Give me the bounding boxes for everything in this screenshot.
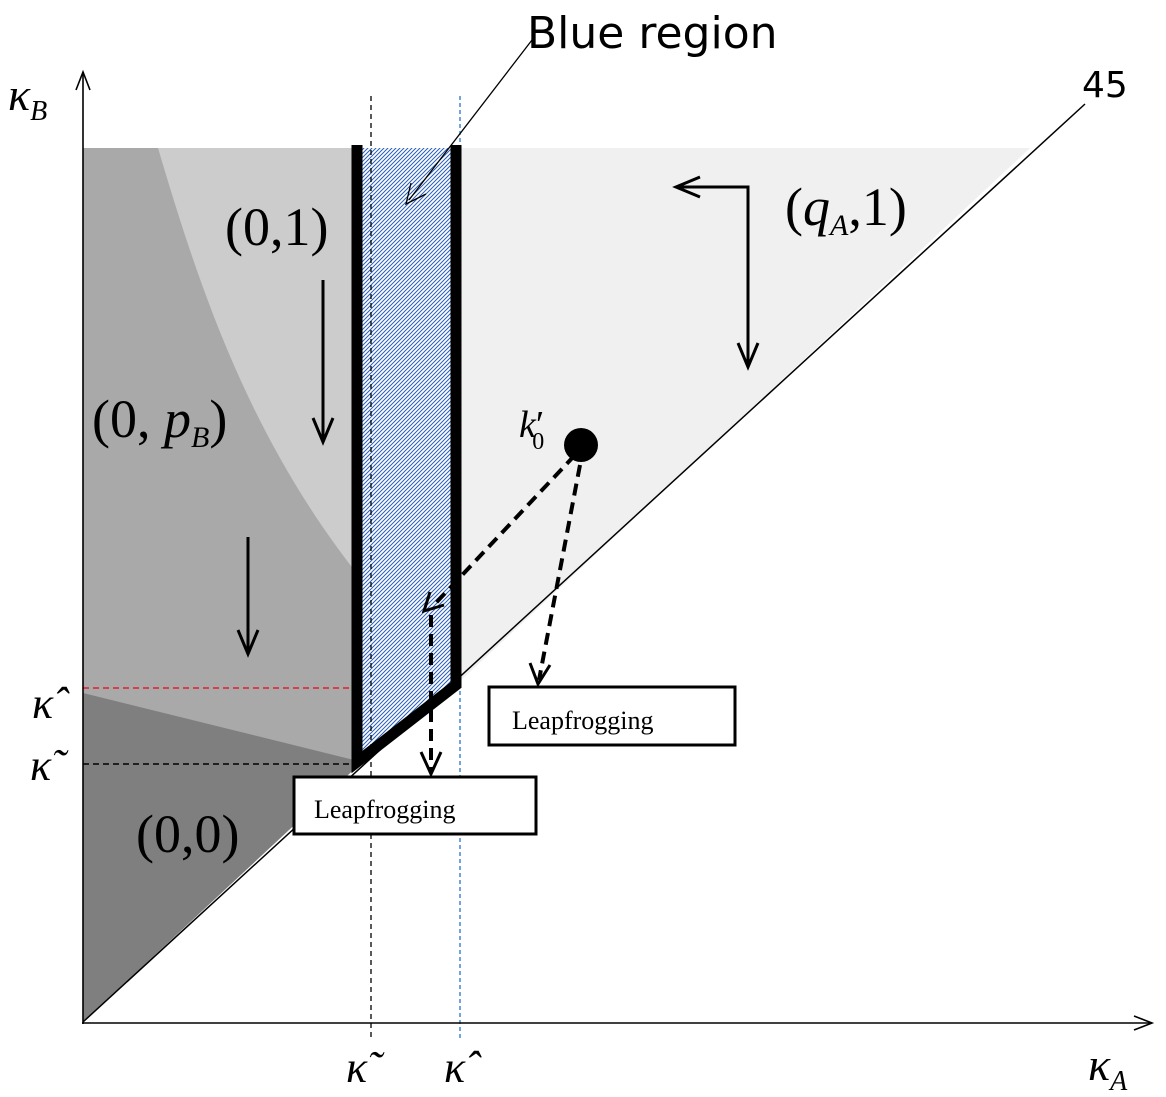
blue-region-pointer-head — [405, 182, 427, 206]
x-axis-arrowhead — [1133, 1015, 1155, 1031]
path-to-leapfrog-right — [537, 464, 582, 681]
path-to-leapfrog-right-head — [528, 662, 552, 688]
region-0pb-open: (0, — [92, 389, 164, 449]
region-00-label: (0,0) — [136, 804, 239, 864]
y-tick-kappa-tilde: κ̃ — [30, 741, 69, 790]
y-axis-label: κB — [8, 69, 47, 127]
y-axis-arrowhead — [75, 69, 91, 91]
region-01-fill — [158, 148, 362, 580]
blue-region-boundary — [351, 145, 462, 774]
y-axis-sub: B — [30, 96, 47, 127]
region-qa1-q: q — [803, 177, 830, 237]
x-axis-sub: A — [1108, 1066, 1128, 1097]
region-qa1-open: ( — [785, 177, 803, 237]
region-qa1-close: ,1) — [848, 177, 906, 237]
blue-region-area — [362, 148, 456, 762]
region-01-label: (0,1) — [225, 197, 328, 257]
leapfrogging-box-right — [487, 685, 737, 747]
region-0pb-sub: B — [191, 421, 209, 454]
x-axis-kappa: κ — [1088, 1039, 1111, 1090]
diagonal-45-label: 45 — [1082, 65, 1128, 106]
path-to-blue-boundary-head — [421, 591, 445, 614]
point-k0-prime — [564, 428, 598, 462]
arrow-down-region-01 — [311, 280, 335, 446]
point-sub: 0 — [532, 429, 544, 455]
x-tick-kappa-tilde: κ̃ — [346, 1043, 385, 1092]
path-down-to-leapfrog-left-head — [419, 751, 443, 778]
leapfrogging-label-left: Leapfrogging — [314, 795, 456, 824]
diagonal-45-line — [82, 103, 1086, 1023]
point-k-letter: k — [519, 404, 537, 446]
region-qa1-sub: A — [828, 209, 849, 242]
point-prime: ′ — [536, 404, 544, 446]
blue-region-label: Blue region — [527, 8, 778, 59]
y-tick-kappa-hat: κ̂ — [32, 679, 70, 728]
path-to-blue-boundary — [432, 453, 577, 607]
region-0pb-close: ) — [209, 389, 227, 449]
arrow-down-region-0pb — [236, 537, 260, 658]
y-axis-kappa: κ — [8, 69, 31, 120]
arrow-left-then-down — [672, 175, 760, 371]
region-0pb-p: p — [160, 389, 191, 449]
x-axis-label: κA — [1088, 1039, 1128, 1097]
leapfrogging-label-right: Leapfrogging — [512, 706, 654, 735]
point-k0-prime-label: k′0 — [519, 404, 544, 455]
region-qa1-label: (qA,1) — [785, 177, 907, 242]
blue-region-pointer-line — [408, 39, 533, 201]
leapfrogging-box-left — [292, 775, 538, 836]
region-0pb-label: (0, pB) — [92, 389, 227, 454]
x-tick-kappa-hat: κ̂ — [444, 1043, 482, 1092]
